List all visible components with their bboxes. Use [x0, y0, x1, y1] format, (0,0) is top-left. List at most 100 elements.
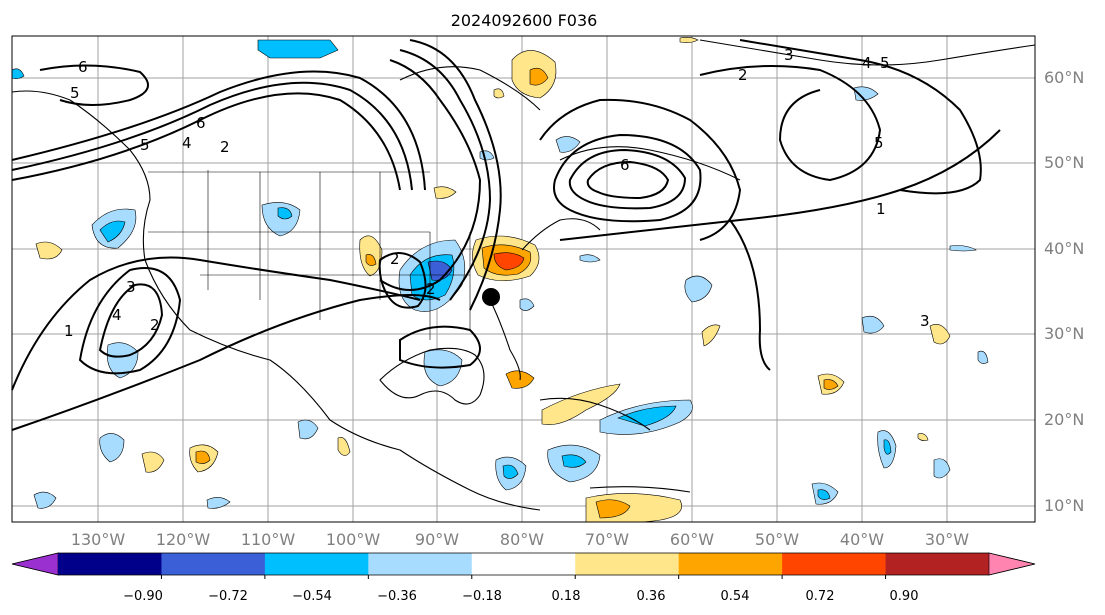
- contour-label: 3: [920, 312, 930, 330]
- pacific-coastline: [11, 90, 541, 511]
- anomaly-patch-negative: [853, 86, 879, 101]
- anomaly-patch-negative: [883, 439, 892, 455]
- contour-line: [39, 64, 149, 106]
- anomaly-patch-negative: [99, 433, 125, 463]
- contour-line: [399, 325, 481, 369]
- anomaly-patch-negative: [977, 350, 989, 364]
- anomaly-patch-negative: [817, 489, 831, 500]
- contour-label: 5: [874, 134, 884, 152]
- anomaly-patch-positive: [929, 324, 951, 345]
- colorbar-tick-label: −0.54: [292, 589, 332, 604]
- map-title: 2024092600 F036: [451, 11, 598, 30]
- colorbar-tick-label: −0.36: [377, 589, 417, 604]
- anomaly-patch-positive: [195, 450, 211, 464]
- anomaly-patch-negative: [579, 254, 601, 263]
- longitude-labels: 130°W 120°W 110°W 100°W 90°W 80°W 70°W 6…: [71, 530, 969, 549]
- colorbar-segment: [264, 553, 369, 575]
- canada-east-coast: [559, 146, 741, 181]
- lon-label: 30°W: [925, 530, 969, 549]
- contour-line: [568, 148, 687, 210]
- contour-label: 2: [220, 138, 230, 156]
- contour-lines: [11, 39, 1001, 431]
- contour-label: 4: [182, 134, 192, 152]
- contour-line: [553, 133, 702, 223]
- colorbar-segment: [885, 553, 990, 575]
- anomaly-patch-negative: [33, 491, 57, 509]
- contour-line: [11, 92, 401, 191]
- contour-label: 2: [738, 66, 748, 84]
- anomaly-patch-negative: [297, 419, 319, 440]
- contour-label: 1: [876, 200, 886, 218]
- contour-line: [399, 49, 492, 301]
- anomaly-patch-negative: [427, 260, 453, 281]
- contour-label: 2: [426, 280, 436, 298]
- anomaly-patch-negative: [206, 497, 231, 509]
- lat-label: 40°N: [1044, 239, 1084, 258]
- colorbar-extend-max: [988, 552, 1036, 576]
- contour-label: 4: [112, 306, 122, 324]
- colorbar-tick-labels: −0.90 −0.72 −0.54 −0.36 −0.18 0.18 0.36 …: [123, 589, 918, 604]
- anomaly-patch-negative: [861, 315, 885, 334]
- storm-center-dot: [482, 288, 500, 306]
- colorbar-segment: [471, 553, 576, 575]
- contour-label: 3: [784, 46, 794, 64]
- anomaly-patch-positive: [679, 37, 699, 43]
- colorbar-tick-label: 0.54: [721, 589, 750, 604]
- anomaly-patch-negative: [99, 220, 126, 243]
- anomaly-patch-negative: [11, 68, 25, 79]
- contour-line: [739, 39, 982, 195]
- anomaly-patch-positive: [541, 383, 621, 425]
- colorbar-segment: [782, 553, 887, 575]
- contour-label: 1: [64, 322, 74, 340]
- colorbar-segment: [575, 553, 680, 575]
- contour-line: [586, 160, 670, 200]
- map-panel: 6 5 6 4 2 5 3 2 1 4 2 6 2 3 5 4 5 1 3 2: [11, 35, 1036, 523]
- colorbar-tick-label: −0.72: [208, 589, 248, 604]
- anomaly-patch-positive: [493, 88, 505, 99]
- contour-line: [11, 294, 441, 431]
- coastlines: [11, 39, 1036, 511]
- colorbar-segment: [58, 553, 162, 575]
- contour-line: [11, 81, 413, 191]
- caribbean-islands: [539, 397, 651, 431]
- contour-line: [11, 256, 421, 391]
- lon-label: 70°W: [585, 530, 629, 549]
- lon-label: 40°W: [840, 530, 884, 549]
- anomaly-patch-negative: [561, 454, 587, 468]
- lon-label: 50°W: [755, 530, 799, 549]
- colorbar-frame: [11, 552, 1036, 576]
- contour-line: [11, 70, 426, 191]
- colorbar-tick-label: 0.36: [637, 589, 666, 604]
- lat-label: 60°N: [1044, 68, 1084, 87]
- lat-label: 50°N: [1044, 153, 1084, 172]
- contour-line: [699, 65, 882, 182]
- anomaly-patch-positive: [701, 324, 721, 347]
- contour-label: 4: [862, 54, 872, 72]
- colorbar-extend-min: [11, 552, 59, 576]
- anomaly-patch-negative: [933, 458, 951, 479]
- anomaly-patch-positive: [141, 451, 165, 473]
- lon-label: 110°W: [241, 530, 296, 549]
- contour-line: [559, 129, 1001, 241]
- anomaly-patch-positive: [493, 252, 525, 271]
- anomaly-patch-negative: [684, 275, 713, 303]
- contour-label: 2: [150, 316, 160, 334]
- lat-label: 20°N: [1044, 410, 1084, 429]
- lon-label: 130°W: [71, 530, 126, 549]
- anomaly-patch-positive: [365, 254, 377, 266]
- anomaly-patch-positive: [529, 67, 549, 86]
- colorbar-segment: [368, 553, 473, 575]
- contour-label: 6: [78, 58, 88, 76]
- colorbar-segment: [161, 553, 266, 575]
- colorbar-tick-label: 0.90: [890, 589, 919, 604]
- lat-label: 10°N: [1044, 496, 1084, 515]
- greenland-coast: [699, 39, 1036, 66]
- anomaly-patch-negative: [949, 245, 977, 252]
- anomaly-patch-negative: [257, 39, 339, 59]
- anomaly-patch-positive: [823, 379, 839, 390]
- contour-line: [98, 283, 164, 358]
- colorbar-tick-label: −0.90: [123, 589, 163, 604]
- contour-line: [539, 98, 742, 241]
- contour-label: 2: [390, 250, 400, 268]
- colorbar-segment: [678, 553, 783, 575]
